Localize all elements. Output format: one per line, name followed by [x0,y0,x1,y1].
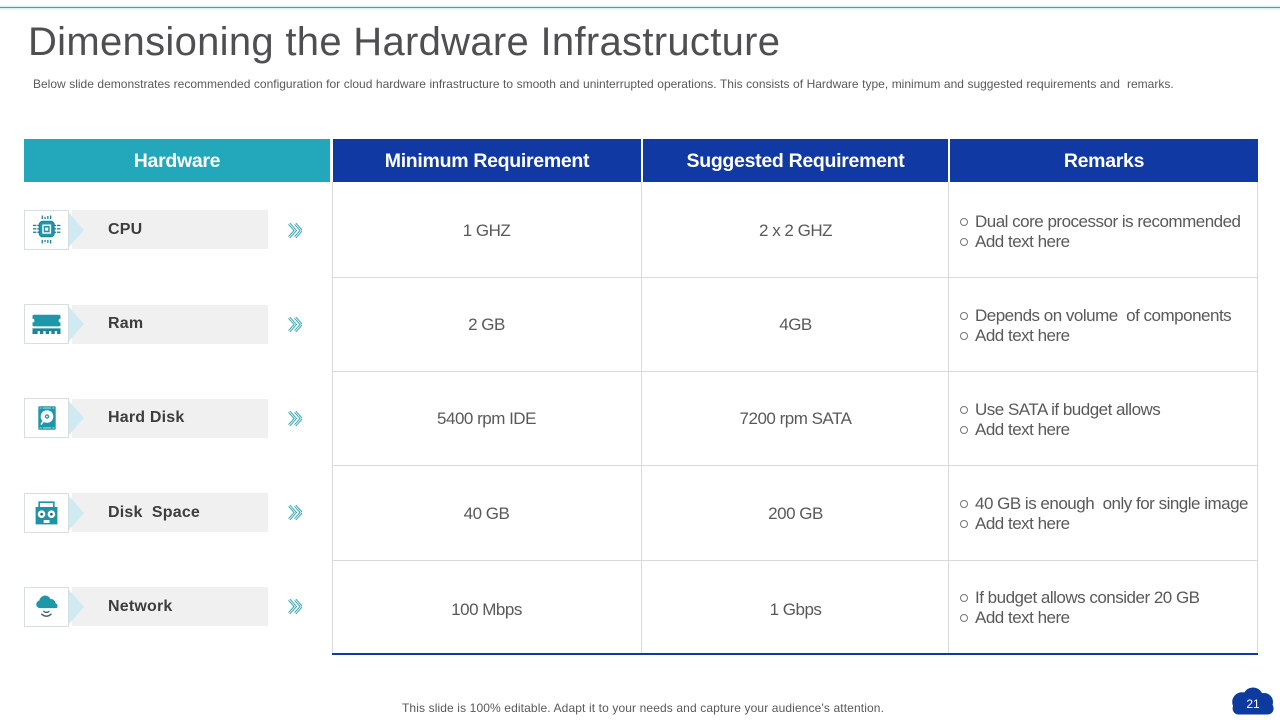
svg-text:21: 21 [1246,697,1260,711]
